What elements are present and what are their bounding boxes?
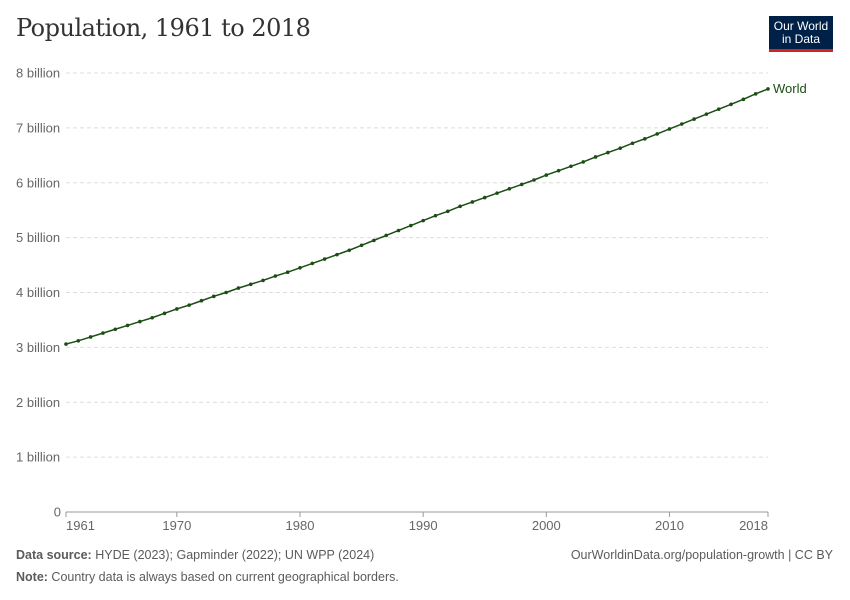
data-point [606,150,610,155]
data-point [741,97,746,102]
data-point [298,266,302,270]
data-point [162,311,167,316]
data-source: Data source: HYDE (2023); Gapminder (202… [16,548,374,562]
source-label: Data source: [16,548,92,562]
logo-line-2: in Data [781,32,821,46]
data-point [199,298,204,303]
x-tick-label: 1990 [409,518,438,533]
data-point [372,238,376,243]
data-point [618,146,623,150]
data-point [138,319,142,324]
y-tick-label: 6 billion [16,175,60,190]
note-label: Note: [16,570,48,584]
data-point [507,186,512,191]
data-point [630,141,635,146]
data-point [310,261,315,266]
data-point [396,228,401,233]
data-point [335,252,339,257]
y-tick-label: 3 billion [16,340,60,355]
y-tick-label: 7 billion [16,120,60,135]
x-tick-label: 1961 [66,518,95,533]
data-point [175,307,179,311]
data-point [421,218,425,223]
data-point [470,200,475,204]
data-point [224,290,228,295]
data-point [544,173,549,177]
data-point [692,117,696,121]
data-point [409,223,413,228]
y-tick-label: 1 billion [16,450,60,465]
data-point [211,294,216,299]
note-text: Country data is always based on current … [47,570,399,584]
y-tick-label: 5 billion [16,230,60,245]
x-tick-label: 2010 [655,518,684,533]
data-point [704,112,709,116]
data-point [655,132,659,136]
source-text: HYDE (2023); Gapminder (2022); UN WPP (2… [91,548,375,562]
data-point [187,303,191,307]
data-point [581,160,586,164]
y-tick-label: 8 billion [16,66,60,81]
source-link[interactable]: OurWorldinData.org/population-growth | C… [570,548,833,562]
data-point [643,137,647,141]
data-point [519,182,524,187]
series-line-world [65,88,769,345]
y-tick-label: 0 [54,505,61,520]
data-point [766,87,770,91]
data-point [261,278,265,283]
owid-logo[interactable]: Our World in Data [769,16,833,52]
data-point [593,155,598,159]
data-point [236,286,241,290]
data-point [556,168,561,173]
data-point [729,102,733,107]
data-point [76,338,81,343]
y-tick-label: 4 billion [16,285,60,300]
data-point [88,335,93,339]
data-point [384,233,389,238]
data-point [101,331,105,335]
data-point [532,178,536,182]
y-tick-label: 2 billion [16,395,60,410]
data-point [433,213,438,218]
logo-line-1: Our World [773,19,829,33]
data-point [113,327,118,332]
data-point [667,127,672,131]
line-chart: 0 1 billion 2 billion 3 billion 4 billion 5 b… [16,66,807,534]
x-tick-label: 2018 [739,518,768,533]
logo-accent-bar [769,49,833,52]
data-point [716,107,721,112]
x-tick-label: 2000 [532,518,561,533]
data-point [125,323,130,328]
data-point [359,243,364,248]
x-tick-label: 1980 [286,518,315,533]
data-point [248,282,253,287]
x-tick-label: 1970 [162,518,191,533]
chart-title: Population, 1961 to 2018 [16,14,311,42]
data-point [347,248,352,253]
data-point [458,204,462,209]
data-point [482,195,487,200]
data-point [753,92,758,96]
data-point [322,257,327,261]
data-point [445,209,450,214]
data-point [273,274,278,278]
data-point [285,270,290,274]
data-point [64,342,68,346]
note: Note: Country data is always based on cu… [16,570,399,584]
data-point [495,191,499,195]
series-label-world: World [773,81,807,96]
data-point [679,122,684,126]
data-point [569,164,573,169]
data-point [150,315,155,320]
